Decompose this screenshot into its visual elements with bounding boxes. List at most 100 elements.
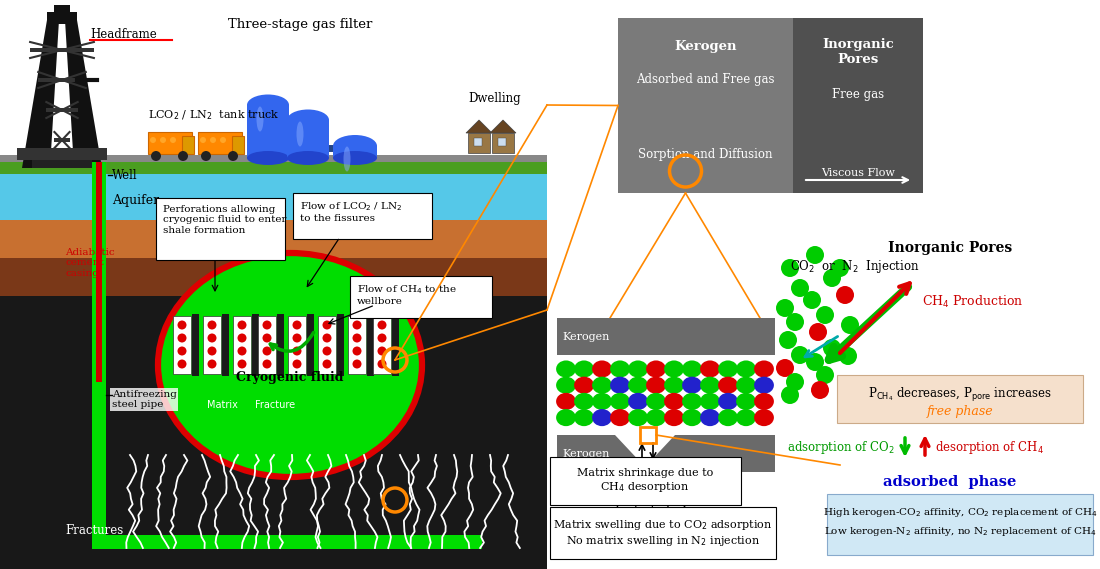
FancyBboxPatch shape: [550, 507, 776, 559]
Bar: [54, 5, 70, 15]
Ellipse shape: [628, 360, 648, 378]
Text: Aquifer: Aquifer: [112, 193, 160, 207]
Ellipse shape: [287, 151, 329, 165]
Circle shape: [806, 246, 824, 264]
Circle shape: [178, 151, 188, 161]
Circle shape: [238, 360, 246, 369]
Circle shape: [808, 323, 827, 341]
Bar: [333, 146, 377, 158]
Ellipse shape: [755, 360, 774, 378]
Ellipse shape: [557, 377, 576, 394]
Polygon shape: [466, 120, 492, 133]
Ellipse shape: [736, 360, 756, 378]
Text: free phase: free phase: [926, 405, 993, 418]
Bar: [492, 133, 514, 153]
Polygon shape: [65, 20, 102, 168]
Ellipse shape: [297, 122, 304, 146]
Bar: [30, 48, 94, 52]
Bar: [54, 138, 69, 142]
Circle shape: [160, 137, 166, 143]
FancyBboxPatch shape: [837, 375, 1084, 423]
Circle shape: [776, 299, 794, 317]
Ellipse shape: [557, 393, 576, 410]
Ellipse shape: [755, 377, 774, 394]
Polygon shape: [615, 435, 675, 467]
Circle shape: [377, 320, 386, 329]
Ellipse shape: [287, 109, 329, 130]
Ellipse shape: [718, 393, 738, 410]
Ellipse shape: [700, 393, 719, 410]
Circle shape: [293, 360, 301, 369]
Circle shape: [177, 347, 187, 356]
Circle shape: [786, 313, 804, 331]
Bar: [192, 314, 199, 376]
Bar: [287, 120, 329, 158]
Text: Flow of LCO$_2$ / LN$_2$
to the fissures: Flow of LCO$_2$ / LN$_2$ to the fissures: [300, 200, 403, 223]
Bar: [337, 314, 344, 376]
Bar: [557, 355, 776, 435]
Text: Viscous Flow: Viscous Flow: [821, 168, 895, 178]
Text: Low kerogen-N$_2$ affinity, no N$_2$ replacement of CH$_4$: Low kerogen-N$_2$ affinity, no N$_2$ rep…: [824, 525, 1097, 538]
Text: Perforations allowing
cryogenic fluid to enter
shale formation: Perforations allowing cryogenic fluid to…: [163, 205, 286, 235]
Circle shape: [263, 347, 272, 356]
Ellipse shape: [610, 360, 630, 378]
Circle shape: [322, 320, 331, 329]
Circle shape: [208, 347, 217, 356]
Bar: [47, 12, 77, 24]
Bar: [204, 316, 221, 374]
Ellipse shape: [592, 377, 612, 394]
Ellipse shape: [682, 360, 702, 378]
Text: Dwelling: Dwelling: [469, 92, 521, 105]
Circle shape: [293, 333, 301, 343]
Bar: [307, 314, 314, 376]
Circle shape: [781, 259, 799, 277]
Text: CH$_4$ Production: CH$_4$ Production: [922, 294, 1024, 310]
Bar: [0, 0, 547, 569]
Circle shape: [238, 320, 246, 329]
Ellipse shape: [592, 409, 612, 426]
Ellipse shape: [574, 393, 594, 410]
Ellipse shape: [628, 409, 648, 426]
Text: Matrix shrinkage due to
CH$_4$ desorption: Matrix shrinkage due to CH$_4$ desorptio…: [576, 468, 713, 494]
Bar: [392, 314, 399, 376]
Ellipse shape: [610, 409, 630, 426]
Circle shape: [836, 286, 854, 304]
Bar: [92, 535, 482, 549]
Circle shape: [786, 373, 804, 391]
Circle shape: [839, 347, 857, 365]
Circle shape: [781, 386, 799, 404]
Circle shape: [776, 359, 794, 377]
Ellipse shape: [664, 393, 684, 410]
Ellipse shape: [718, 409, 738, 426]
Bar: [547, 0, 1100, 569]
Bar: [277, 314, 284, 376]
Circle shape: [816, 306, 834, 324]
Circle shape: [293, 320, 301, 329]
Text: Fractures: Fractures: [65, 523, 123, 537]
Bar: [258, 316, 276, 374]
Ellipse shape: [646, 360, 666, 378]
Text: Free gas: Free gas: [832, 88, 884, 101]
Circle shape: [263, 360, 272, 369]
Circle shape: [150, 137, 156, 143]
Circle shape: [220, 137, 225, 143]
Text: Kerogen: Kerogen: [674, 40, 737, 53]
Circle shape: [200, 137, 206, 143]
Bar: [618, 18, 793, 193]
Bar: [222, 314, 229, 376]
Circle shape: [352, 347, 362, 356]
Text: Inorganic Pores: Inorganic Pores: [888, 241, 1012, 255]
Bar: [252, 314, 258, 376]
Bar: [182, 136, 194, 154]
Text: Three-stage gas filter: Three-stage gas filter: [228, 18, 372, 31]
Circle shape: [352, 320, 362, 329]
Ellipse shape: [755, 393, 774, 410]
Circle shape: [322, 347, 331, 356]
Bar: [173, 316, 191, 374]
Text: Headframe: Headframe: [90, 28, 156, 41]
Ellipse shape: [256, 106, 264, 131]
Bar: [0, 220, 547, 258]
Bar: [16, 148, 107, 160]
Bar: [557, 435, 776, 472]
Text: Adiabatic
cement
casing: Adiabatic cement casing: [65, 248, 114, 278]
